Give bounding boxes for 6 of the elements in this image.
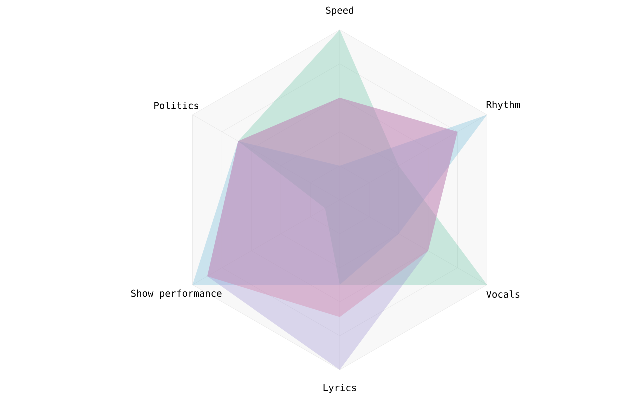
spoke-label: Speed xyxy=(326,6,354,16)
spoke-label: Lyrics xyxy=(324,384,356,394)
spoke-label: Show performance xyxy=(131,290,222,299)
spoke-label: Vocals xyxy=(486,290,520,298)
spoke-label: Politics xyxy=(154,102,199,110)
spoke-label: Rhythm xyxy=(486,101,520,110)
